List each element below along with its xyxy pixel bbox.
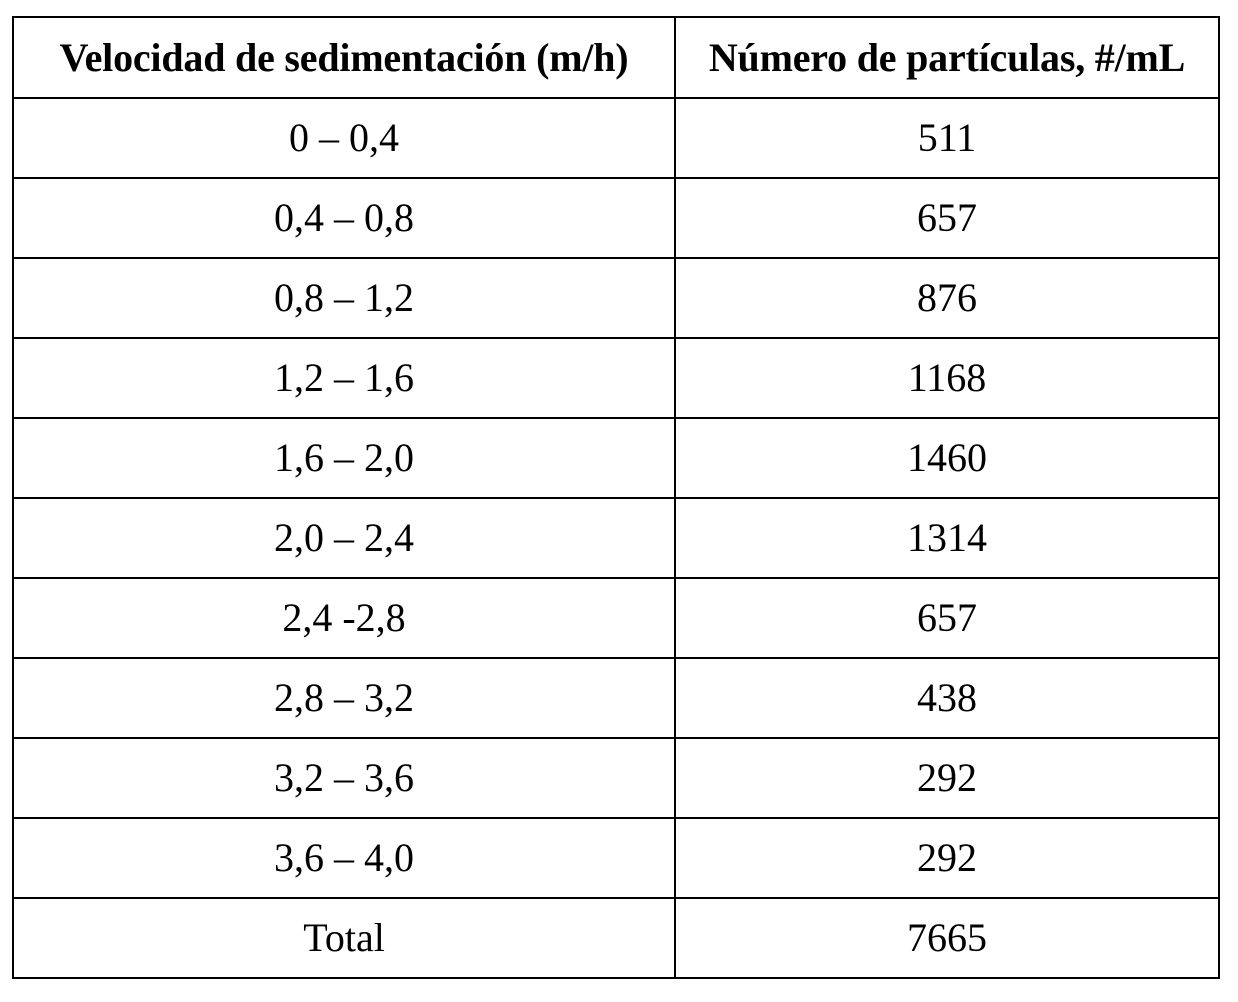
table-row: 2,4 -2,8 657	[12, 577, 1220, 659]
table-row: 0,8 – 1,2 876	[12, 257, 1220, 339]
total-row: Total 7665	[12, 897, 1220, 979]
table-header: Velocidad de sedimentación (m/h) Número …	[12, 16, 1220, 99]
table-row: 2,8 – 3,2 438	[12, 657, 1220, 739]
velocity-range-cell: 2,4 -2,8	[12, 577, 676, 659]
velocity-range-cell: 0,8 – 1,2	[12, 257, 676, 339]
velocity-range-cell: 2,8 – 3,2	[12, 657, 676, 739]
velocity-range-cell: 0,4 – 0,8	[12, 177, 676, 259]
particle-count-cell: 1168	[674, 337, 1220, 419]
table-row: 1,6 – 2,0 1460	[12, 417, 1220, 499]
table-body: 0 – 0,4 511 0,4 – 0,8 657 0,8 – 1,2 876 …	[12, 97, 1220, 979]
particle-count-cell: 511	[674, 97, 1220, 179]
total-value-cell: 7665	[674, 897, 1220, 979]
particle-count-cell: 292	[674, 737, 1220, 819]
velocity-range-cell: 2,0 – 2,4	[12, 497, 676, 579]
header-row: Velocidad de sedimentación (m/h) Número …	[12, 16, 1220, 99]
particle-count-cell: 292	[674, 817, 1220, 899]
particle-count-cell: 657	[674, 177, 1220, 259]
particle-count-cell: 438	[674, 657, 1220, 739]
particle-count-cell: 1460	[674, 417, 1220, 499]
table-row: 3,6 – 4,0 292	[12, 817, 1220, 899]
velocity-range-cell: 0 – 0,4	[12, 97, 676, 179]
table-row: 0 – 0,4 511	[12, 97, 1220, 179]
header-settling-velocity: Velocidad de sedimentación (m/h)	[12, 16, 676, 99]
table-row: 2,0 – 2,4 1314	[12, 497, 1220, 579]
velocity-range-cell: 1,2 – 1,6	[12, 337, 676, 419]
settling-velocity-table: Velocidad de sedimentación (m/h) Número …	[12, 16, 1220, 979]
velocity-range-cell: 3,2 – 3,6	[12, 737, 676, 819]
particle-count-cell: 657	[674, 577, 1220, 659]
table-row: 1,2 – 1,6 1168	[12, 337, 1220, 419]
table-row: 3,2 – 3,6 292	[12, 737, 1220, 819]
total-label-cell: Total	[12, 897, 676, 979]
table-row: 0,4 – 0,8 657	[12, 177, 1220, 259]
particle-count-cell: 876	[674, 257, 1220, 339]
velocity-range-cell: 3,6 – 4,0	[12, 817, 676, 899]
particle-count-cell: 1314	[674, 497, 1220, 579]
velocity-range-cell: 1,6 – 2,0	[12, 417, 676, 499]
header-particle-count: Número de partículas, #/mL	[674, 16, 1220, 99]
